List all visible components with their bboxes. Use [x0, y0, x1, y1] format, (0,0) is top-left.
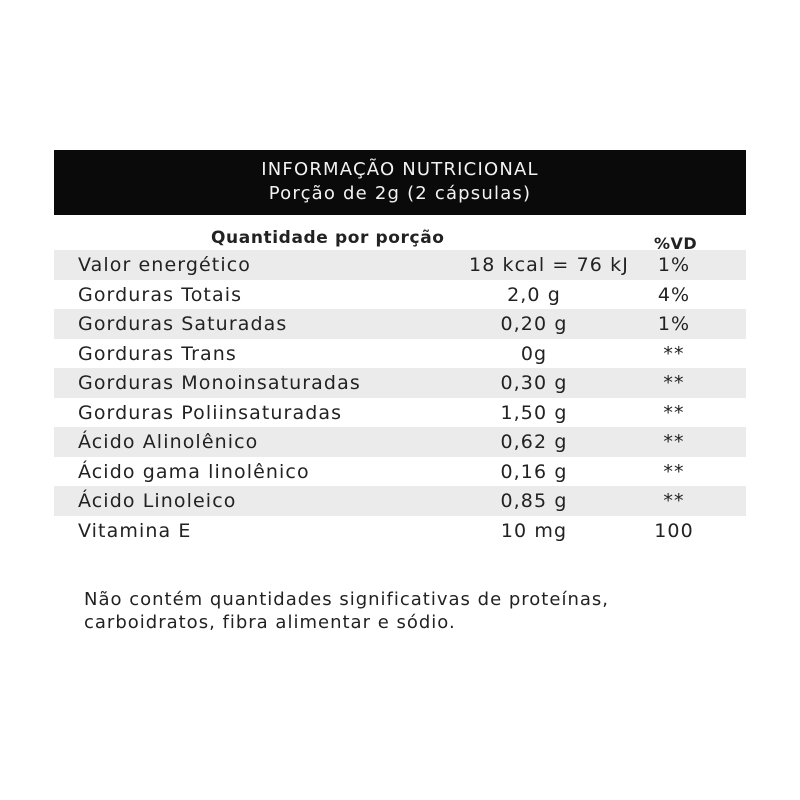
nutrient-amount: 0,16 g: [500, 460, 568, 483]
dv-column-header: %VD: [654, 234, 698, 253]
table-row: Vitamina E 10 mg 100: [54, 516, 746, 546]
nutrient-amount: 18 kcal = 76 kJ: [469, 254, 629, 276]
nutrient-dv: 1%: [657, 254, 691, 276]
nutrient-dv: 100: [654, 519, 694, 542]
nutrient-amount: 0,20 g: [500, 313, 568, 335]
nutrient-table: Valor energético 18 kcal = 76 kJ 1% Gordura…: [54, 250, 746, 545]
footnote: Não contém quantidades significativas de…: [84, 588, 734, 634]
nutrient-name: Gorduras Monoinsaturadas: [78, 372, 361, 394]
nutrient-name: Ácido Linoleico: [78, 490, 237, 512]
footnote-line-2: carboidratos, fibra alimentar e sódio.: [84, 612, 456, 633]
nutrient-dv: **: [663, 342, 685, 365]
serving-size: Porção de 2g (2 cápsulas): [268, 183, 532, 204]
nutrient-name: Ácido Alinolênico: [78, 431, 259, 453]
table-row: Ácido Linoleico 0,85 g **: [54, 486, 746, 516]
nutrition-title: INFORMAÇÃO NUTRICIONAL: [261, 159, 539, 180]
nutrient-dv: **: [663, 401, 685, 424]
table-row: Gorduras Poliinsaturadas 1,50 g **: [54, 398, 746, 428]
nutrient-dv: 1%: [657, 313, 691, 335]
table-row: Ácido Alinolênico 0,62 g **: [54, 427, 746, 457]
nutrient-name: Gorduras Poliinsaturadas: [78, 401, 343, 424]
nutrition-header: INFORMAÇÃO NUTRICIONAL Porção de 2g (2 c…: [54, 150, 746, 215]
nutrient-amount: 0,85 g: [500, 490, 568, 512]
nutrient-dv: 4%: [657, 283, 691, 306]
nutrient-amount: 0g: [520, 342, 548, 365]
nutrient-name: Gorduras Totais: [78, 283, 243, 306]
nutrition-facts-panel: INFORMAÇÃO NUTRICIONAL Porção de 2g (2 c…: [54, 150, 746, 545]
nutrient-dv: **: [663, 490, 685, 512]
nutrient-amount: 0,62 g: [500, 431, 568, 453]
table-row: Gorduras Trans 0g **: [54, 339, 746, 369]
column-headers: Quantidade por porção %VD: [54, 215, 746, 253]
table-row: Ácido gama linolênico 0,16 g **: [54, 457, 746, 487]
nutrient-name: Vitamina E: [78, 519, 192, 542]
quantity-column-header: Quantidade por porção: [211, 228, 445, 248]
footnote-line-1: Não contém quantidades significativas de…: [84, 589, 609, 610]
table-row: Gorduras Monoinsaturadas 0,30 g **: [54, 368, 746, 398]
nutrient-name: Ácido gama linolênico: [78, 460, 310, 483]
nutrient-amount: 1,50 g: [500, 401, 568, 424]
nutrient-dv: **: [663, 460, 685, 483]
table-row: Gorduras Totais 2,0 g 4%: [54, 280, 746, 310]
nutrient-amount: 2,0 g: [507, 283, 561, 306]
nutrient-amount: 0,30 g: [500, 372, 568, 394]
nutrient-dv: **: [663, 372, 685, 394]
nutrient-name: Gorduras Saturadas: [78, 313, 288, 335]
table-row: Gorduras Saturadas 0,20 g 1%: [54, 309, 746, 339]
nutrient-dv: **: [663, 431, 685, 453]
nutrient-amount: 10 mg: [500, 519, 568, 542]
nutrient-name: Valor energético: [78, 254, 251, 276]
nutrient-name: Gorduras Trans: [78, 342, 237, 365]
table-row: Valor energético 18 kcal = 76 kJ 1%: [54, 250, 746, 280]
